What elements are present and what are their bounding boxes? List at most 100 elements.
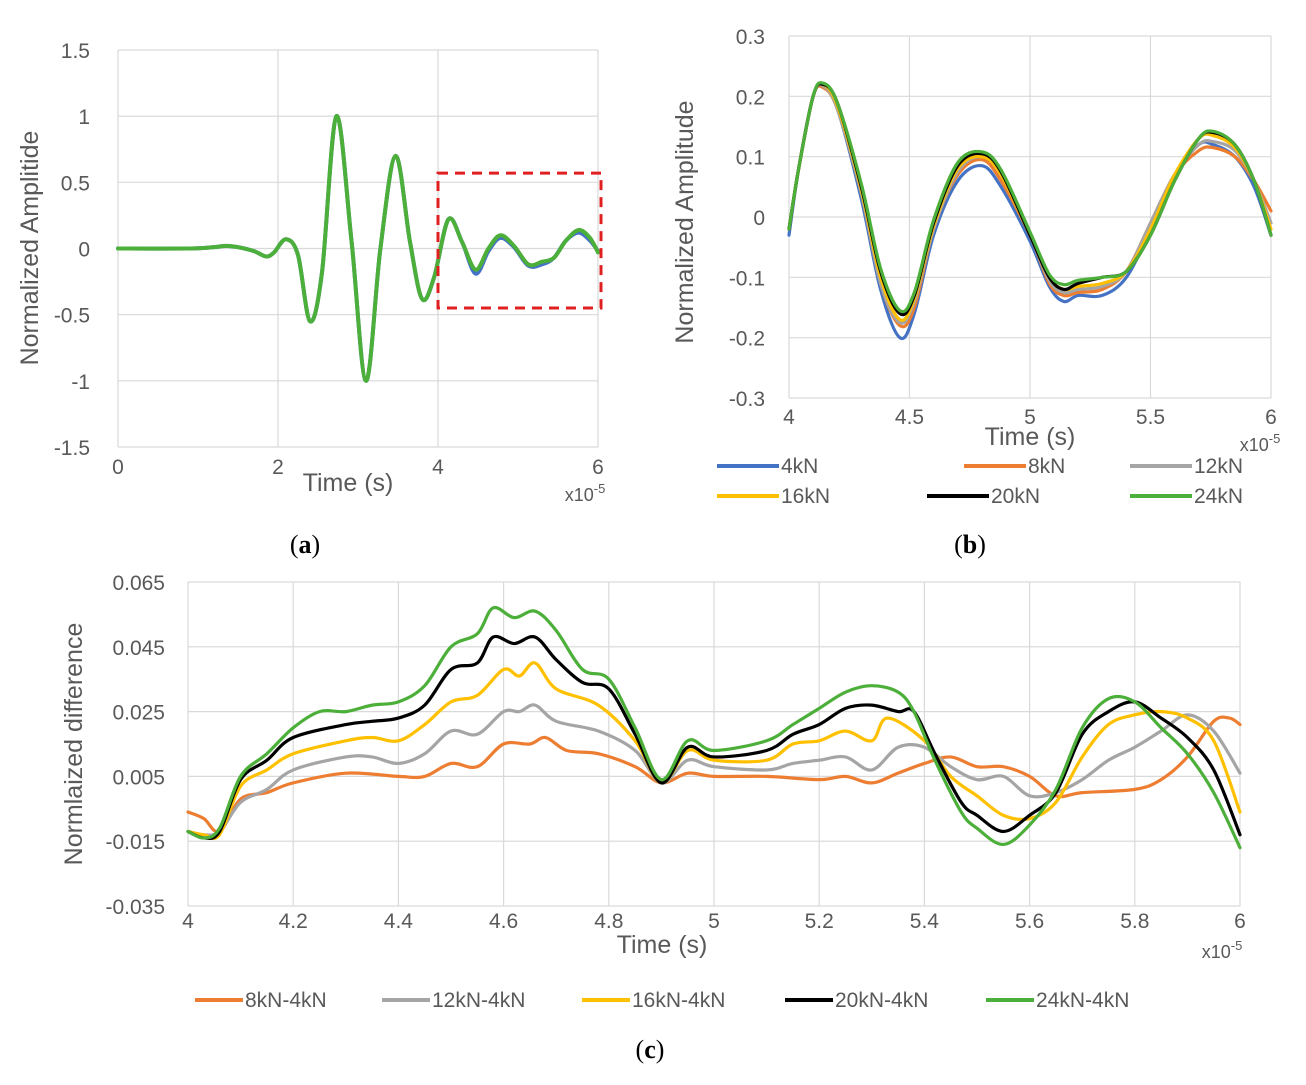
legend-label: 12kN [1194, 455, 1243, 478]
series-line-24kN [787, 81, 1273, 314]
x-axis-multiplier: x10-5 [1202, 938, 1243, 962]
legend-label: 16kN-4kN [632, 989, 725, 1012]
y-axis-title: Normalized Amplitude [671, 100, 699, 343]
multiplier-base: x10 [1202, 942, 1231, 962]
legend-item: 16kN-4kN [582, 989, 725, 1012]
x-tick-label: 4.8 [594, 910, 623, 933]
x-tick-label: 5.4 [910, 910, 940, 933]
legend-label: 24kN-4kN [1036, 989, 1129, 1012]
x-tick-label: 4.6 [489, 910, 518, 933]
y-tick-label: 0 [78, 239, 90, 262]
x-tick-label: 5 [1024, 406, 1036, 429]
x-axis-title: Time (s) [303, 469, 394, 497]
y-tick-label: -1.5 [54, 437, 90, 460]
legend: 4kN 8kN 12kN 16kN 20kN 24kN [717, 455, 1243, 508]
x-tick-label: 5.8 [1120, 910, 1149, 933]
legend-item: 8kN [964, 455, 1065, 478]
y-tick-label: -0.035 [105, 896, 165, 919]
series-group [116, 114, 600, 383]
panel-caption: (a) [290, 530, 320, 559]
panel-caption: (c) [636, 1035, 665, 1064]
y-tick-label: -0.1 [729, 267, 765, 290]
y-tick-label: -0.015 [105, 831, 165, 854]
chart-a: 1.5 1 0.5 0 -0.5 -1 -1.5 0 2 4 6 Time (s) Normalized… [16, 40, 605, 559]
caption-close: ) [656, 1035, 665, 1064]
zoom-region-box [436, 171, 603, 310]
x-tick-label: 5.2 [805, 910, 834, 933]
x-tick-label: 4.2 [279, 910, 308, 933]
x-tick-label: 4.4 [384, 910, 414, 933]
y-tick-label: 0.5 [61, 172, 90, 195]
x-tick-label: 5.6 [1015, 910, 1044, 933]
x-axis-multiplier: x10-5 [565, 481, 606, 505]
y-tick-label: -0.2 [729, 328, 765, 351]
legend-item: 20kN-4kN [785, 989, 928, 1012]
x-tick-label: 6 [1265, 406, 1277, 429]
series-line-8kN-4kN [186, 715, 1242, 834]
legend-label: 8kN-4kN [245, 989, 327, 1012]
caption-open: ( [290, 530, 299, 559]
y-axis-title: Normalized Amplitide [16, 131, 44, 366]
caption-letter: a [299, 530, 312, 559]
y-tick-label: 0.3 [736, 26, 765, 49]
x-tick-label: 4.5 [895, 406, 924, 429]
series-line-24kN [116, 114, 600, 383]
series-line-12kN-4kN [186, 703, 1242, 837]
legend-label: 24kN [1194, 485, 1243, 508]
chart-b: 0.3 0.2 0.1 0 -0.1 -0.2 -0.3 4 4.5 5 5.5 6 Time (s) N… [671, 26, 1280, 559]
x-tick-label: 5 [708, 910, 720, 933]
legend-label: 8kN [1028, 455, 1065, 478]
series-line-16kN-4kN [186, 661, 1242, 841]
series-group [186, 605, 1242, 850]
multiplier-base: x10 [1240, 435, 1269, 455]
x-axis-title: Time (s) [985, 423, 1076, 451]
caption-close: ) [977, 530, 986, 559]
x-axis-multiplier: x10-5 [1240, 431, 1281, 455]
y-tick-label: -1 [71, 371, 90, 394]
y-axis-title: Normlaized difference [60, 623, 88, 866]
gridlines [187, 581, 1241, 907]
x-tick-label: 5.5 [1136, 406, 1165, 429]
series-line-24kN-4kN [186, 605, 1242, 850]
legend-label: 16kN [781, 485, 830, 508]
y-tick-label: 0.025 [112, 702, 165, 725]
x-tick-label: 4 [783, 406, 795, 429]
caption-letter: c [644, 1035, 656, 1064]
multiplier-base: x10 [565, 485, 594, 505]
legend-item: 20kN [927, 485, 1040, 508]
y-tick-label: 1 [78, 106, 90, 129]
x-tick-label: 2 [272, 456, 284, 479]
x-tick-label: 4 [182, 910, 194, 933]
legend-label: 20kN-4kN [835, 989, 928, 1012]
multiplier-exponent: -5 [1269, 431, 1281, 446]
legend-item: 24kN [1130, 485, 1243, 508]
legend-item: 12kN [1130, 455, 1243, 478]
y-tick-label: -0.5 [54, 305, 90, 328]
y-tick-label: 0.1 [736, 147, 765, 170]
panel-caption: (b) [954, 530, 986, 559]
y-tick-label: 0.045 [112, 637, 165, 660]
legend: 8kN-4kN 12kN-4kN 16kN-4kN 20kN-4kN 24kN-4kN [195, 989, 1129, 1012]
legend-item: 4kN [717, 455, 818, 478]
gridlines [788, 35, 1272, 399]
multiplier-exponent: -5 [1231, 938, 1243, 953]
multiplier-exponent: -5 [594, 481, 606, 496]
legend-item: 16kN [717, 485, 830, 508]
y-tick-label: 0 [753, 207, 765, 230]
legend-item: 24kN-4kN [986, 989, 1129, 1012]
legend-label: 20kN [991, 485, 1040, 508]
legend-item: 8kN-4kN [195, 989, 327, 1012]
legend-item: 12kN-4kN [382, 989, 525, 1012]
x-tick-label: 4 [432, 456, 444, 479]
x-tick-label: 6 [592, 456, 604, 479]
series-group [787, 81, 1273, 341]
legend-label: 4kN [781, 455, 818, 478]
y-tick-label: 0.005 [112, 766, 165, 789]
x-axis-title: Time (s) [617, 931, 708, 959]
chart-c: 0.065 0.045 0.025 0.005 -0.015 -0.035 4 4.2 4.4 4… [60, 572, 1246, 1064]
caption-close: ) [312, 530, 321, 559]
caption-open: ( [954, 530, 963, 559]
series-line-20kN-4kN [186, 634, 1242, 841]
y-tick-label: -0.3 [729, 388, 765, 411]
